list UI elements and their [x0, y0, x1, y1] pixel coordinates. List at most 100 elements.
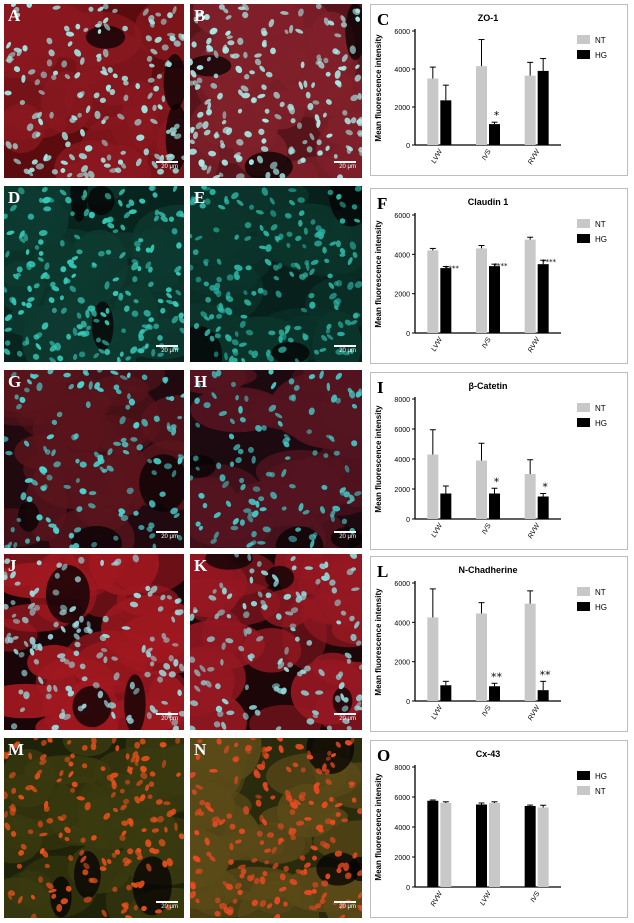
y-tick-label: 6000	[394, 581, 410, 588]
bar-hg-lvw	[440, 268, 452, 333]
y-tick-label: 2000	[394, 105, 410, 112]
chart-panel-f: F Claudin 1 Mean fluorescence intensity 0 20…	[370, 188, 628, 364]
y-axis-label: Mean fluorescence intensity	[374, 588, 383, 696]
micrograph-k: K 20 μm	[190, 554, 362, 730]
scale-bar: 20 μm	[156, 531, 178, 542]
scale-bar: 20 μm	[334, 901, 356, 912]
x-tick-label: LVW	[431, 335, 445, 353]
y-tick-label: 8000	[394, 397, 410, 404]
y-tick-label: 0	[406, 517, 410, 524]
legend-swatch-hg	[577, 418, 590, 427]
bar-chart-c: C ZO-1 Mean fluorescence intensity 0 2000 400…	[374, 10, 607, 166]
panel-label-o: O	[377, 746, 390, 765]
scale-bar-label: 20 μm	[161, 534, 178, 540]
chart-panel-o: O Cx-43 Mean fluorescence intensity 0 2000 40…	[370, 740, 628, 918]
y-tick-label: 0	[406, 331, 410, 338]
bar-hg-rvw	[537, 496, 549, 519]
micrograph-g: G 20 μm	[4, 370, 184, 548]
micrograph-e: E 20 μm	[190, 186, 362, 362]
bar-nt-rvw	[524, 474, 536, 519]
bar-hg-lvw	[440, 100, 452, 145]
y-tick-label: 4000	[394, 825, 410, 832]
legend-label-nt: NT	[595, 588, 606, 597]
x-tick-label: LVW	[431, 521, 445, 539]
legend-swatch-nt	[577, 786, 590, 795]
x-tick-label: RVW	[527, 521, 542, 540]
panel-label-n: N	[194, 740, 207, 759]
legend-swatch-hg	[577, 602, 590, 611]
legend-label-nt: NT	[595, 787, 606, 796]
scale-bar: 20 μm	[334, 161, 356, 172]
micrograph-d-image	[4, 186, 184, 362]
y-tick-label: 6000	[394, 427, 410, 434]
legend-label-nt: NT	[595, 220, 606, 229]
legend-swatch-hg	[577, 771, 590, 780]
y-tick-label: 6000	[394, 795, 410, 802]
legend-swatch-nt	[577, 403, 590, 412]
micrograph-h-image	[190, 370, 362, 548]
bar-hg-lvw	[440, 685, 452, 701]
micrograph-n: N 20 μm	[190, 738, 362, 918]
bar-hg-rvw	[537, 264, 549, 333]
micrograph-a: A 20 μm	[4, 4, 184, 178]
bar-nt-ivs	[476, 248, 487, 333]
bar-hg-lvw	[440, 493, 452, 519]
bar-hg-rvw	[427, 800, 439, 887]
significance-marker: *	[542, 481, 548, 494]
micrograph-k-image	[190, 554, 362, 730]
chart-panel-l: L N-Chadherine Mean fluorescence intensity…	[370, 556, 628, 732]
panel-label-e: E	[194, 188, 206, 207]
y-axis-label: Mean fluorescence intensity	[374, 220, 383, 328]
y-tick-label: 0	[406, 699, 410, 706]
panel-label-g: G	[8, 372, 22, 391]
panel-label-b: B	[194, 6, 206, 25]
bar-nt-lvw	[427, 78, 439, 145]
bar-hg-rvw	[537, 70, 549, 145]
y-tick-label: 4000	[394, 67, 410, 74]
chart-title: ZO-1	[478, 13, 499, 23]
bar-nt-lvw	[427, 454, 439, 519]
bar-hg-ivs	[489, 493, 500, 519]
bar-hg-ivs	[489, 124, 500, 145]
x-tick-label: RVW	[430, 889, 445, 908]
bar-hg-ivs	[524, 806, 536, 887]
x-tick-label: IVS	[481, 704, 493, 718]
y-tick-label: 2000	[394, 292, 410, 299]
bar-nt-ivs	[476, 613, 487, 701]
y-tick-label: 0	[406, 143, 410, 150]
micrograph-e-image	[190, 186, 362, 362]
y-axis-label: Mean fluorescence intensity	[374, 34, 383, 142]
y-tick-label: 6000	[394, 29, 410, 36]
y-tick-label: 4000	[394, 620, 410, 627]
bar-hg-ivs	[489, 686, 500, 701]
y-tick-label: 4000	[394, 457, 410, 464]
bar-nt-rvw	[524, 75, 536, 145]
panel-label-a: A	[8, 6, 21, 25]
bar-hg-ivs	[489, 266, 500, 333]
panel-label-h: H	[194, 372, 208, 391]
scale-bar-label: 20 μm	[161, 904, 178, 910]
legend-swatch-nt	[577, 35, 590, 44]
bar-chart-o: O Cx-43 Mean fluorescence intensity 0 2000 40…	[374, 746, 607, 908]
legend-label-hg: HG	[595, 772, 607, 781]
panel-label-m: M	[8, 740, 25, 759]
chart-panel-c: C ZO-1 Mean fluorescence intensity 0 2000 400…	[370, 4, 628, 176]
x-tick-label: RVW	[527, 335, 542, 354]
bar-nt-rvw	[524, 239, 536, 333]
bar-chart-f: F Claudin 1 Mean fluorescence intensity 0 20…	[374, 194, 607, 354]
micrograph-m-image	[4, 738, 184, 918]
micrograph-a-image	[4, 4, 184, 178]
legend-label-hg: HG	[595, 603, 607, 612]
scale-bar-label: 20 μm	[161, 716, 178, 722]
x-tick-label: LVW	[431, 147, 445, 165]
legend-swatch-hg	[577, 50, 590, 59]
y-tick-label: 8000	[394, 765, 410, 772]
y-tick-label: 2000	[394, 855, 410, 862]
y-tick-label: 0	[406, 885, 410, 892]
x-tick-label: RVW	[527, 147, 542, 166]
panel-label-j: J	[8, 556, 17, 575]
bar-nt-lvw	[427, 617, 439, 701]
bar-nt-ivs	[537, 807, 549, 887]
